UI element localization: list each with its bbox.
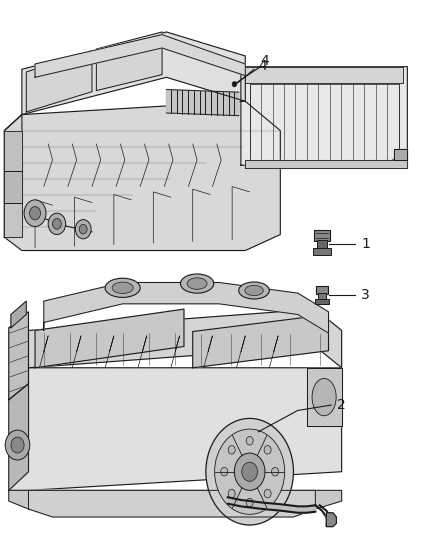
- Polygon shape: [307, 368, 342, 426]
- Text: 1: 1: [361, 237, 370, 251]
- Polygon shape: [28, 309, 342, 368]
- Ellipse shape: [112, 282, 133, 294]
- Ellipse shape: [180, 274, 214, 293]
- Circle shape: [5, 430, 30, 460]
- Polygon shape: [326, 513, 336, 527]
- Polygon shape: [4, 101, 280, 251]
- Text: 3: 3: [361, 288, 370, 302]
- Circle shape: [246, 498, 253, 507]
- Text: 4: 4: [258, 59, 267, 72]
- Bar: [313, 248, 331, 255]
- Polygon shape: [193, 314, 328, 368]
- Polygon shape: [9, 490, 342, 509]
- Circle shape: [48, 213, 66, 235]
- Ellipse shape: [187, 278, 207, 289]
- Polygon shape: [35, 35, 245, 77]
- Polygon shape: [9, 368, 28, 490]
- Polygon shape: [44, 282, 328, 333]
- Text: 2: 2: [337, 398, 346, 412]
- Circle shape: [228, 489, 235, 498]
- Bar: [314, 230, 330, 241]
- Polygon shape: [166, 90, 239, 116]
- Circle shape: [75, 220, 91, 239]
- Ellipse shape: [312, 378, 336, 416]
- Polygon shape: [22, 32, 245, 115]
- Circle shape: [221, 467, 228, 476]
- Polygon shape: [26, 51, 92, 112]
- Polygon shape: [394, 149, 407, 160]
- Circle shape: [264, 489, 271, 498]
- Circle shape: [29, 206, 40, 220]
- Circle shape: [242, 462, 258, 481]
- Polygon shape: [4, 115, 22, 237]
- Bar: [318, 293, 326, 300]
- Circle shape: [272, 467, 279, 476]
- Polygon shape: [35, 309, 184, 368]
- Ellipse shape: [239, 282, 269, 299]
- Polygon shape: [96, 32, 162, 91]
- Bar: [315, 299, 328, 304]
- Circle shape: [246, 437, 253, 445]
- Polygon shape: [241, 67, 407, 165]
- Circle shape: [79, 224, 87, 234]
- Circle shape: [53, 219, 61, 229]
- Polygon shape: [4, 203, 22, 237]
- Polygon shape: [11, 301, 26, 328]
- Ellipse shape: [245, 285, 263, 296]
- Circle shape: [11, 437, 24, 453]
- Polygon shape: [4, 131, 22, 171]
- Circle shape: [215, 429, 285, 514]
- Circle shape: [234, 453, 265, 490]
- Text: 4: 4: [261, 54, 269, 68]
- Polygon shape: [28, 490, 315, 517]
- Circle shape: [228, 446, 235, 454]
- Polygon shape: [9, 368, 342, 490]
- Polygon shape: [9, 384, 28, 490]
- Polygon shape: [9, 312, 28, 400]
- Bar: [316, 286, 328, 294]
- Polygon shape: [4, 171, 22, 203]
- Polygon shape: [245, 149, 407, 168]
- Circle shape: [264, 446, 271, 454]
- Ellipse shape: [105, 278, 140, 297]
- Circle shape: [24, 200, 46, 227]
- Polygon shape: [245, 67, 403, 83]
- Bar: [317, 240, 327, 249]
- Circle shape: [232, 82, 237, 87]
- Circle shape: [206, 418, 293, 525]
